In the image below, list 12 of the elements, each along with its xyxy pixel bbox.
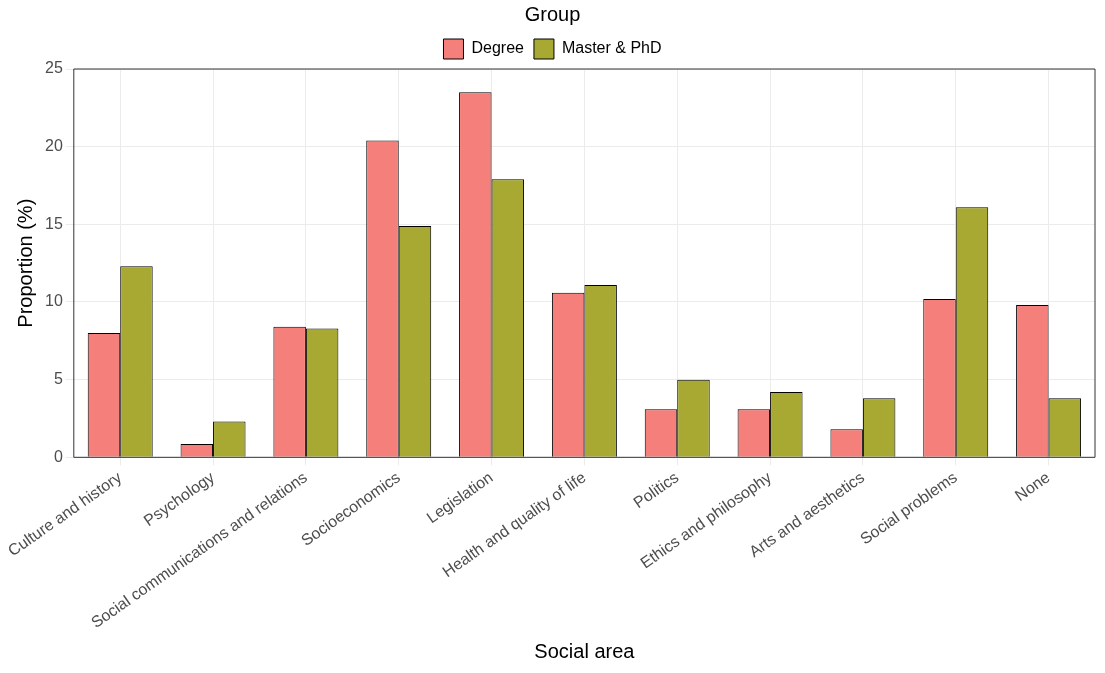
y-tick-label: 20 [45, 137, 63, 155]
y-tick-label: 5 [53, 370, 63, 388]
x-tick-label: None [1011, 468, 1053, 505]
y-tick-label: 10 [45, 292, 63, 310]
y-tick-label: 0 [53, 447, 63, 465]
y-tick-label: 25 [45, 59, 63, 77]
legend-title: Group [524, 2, 581, 25]
y-tick-label: 15 [45, 214, 63, 232]
x-axis-title: Social area [534, 639, 636, 662]
legend-label: Degree [471, 39, 525, 57]
legend-label: Master & PhD [561, 39, 662, 57]
y-axis-title: Proportion (%) [13, 198, 36, 328]
